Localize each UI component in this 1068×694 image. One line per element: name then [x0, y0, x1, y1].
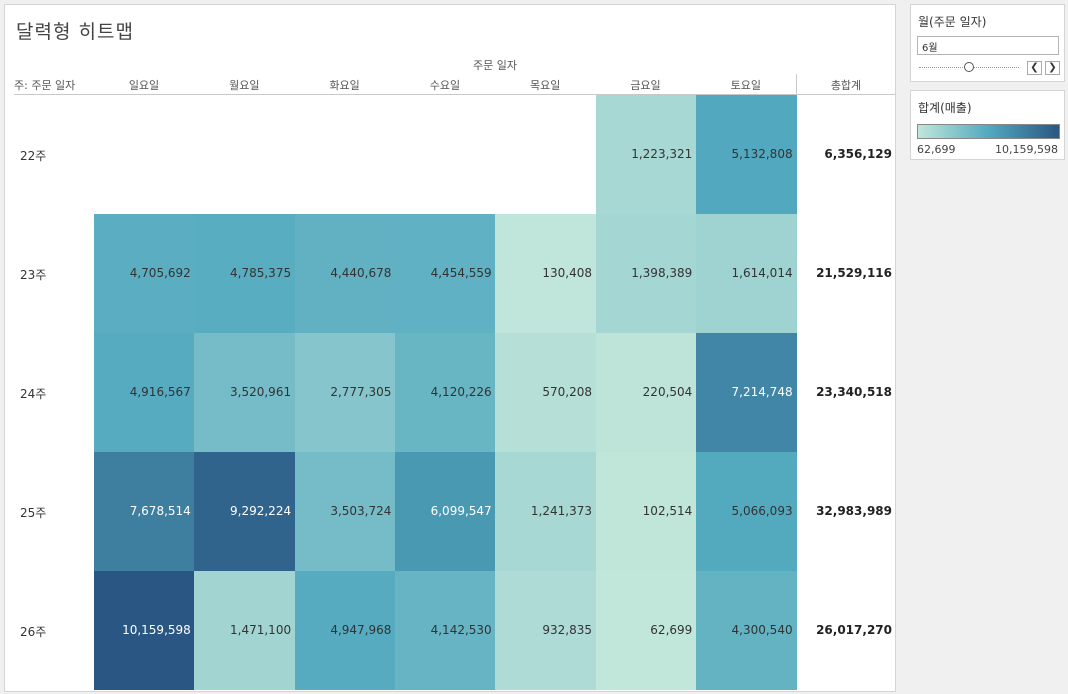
- heatmap-cell[interactable]: 4,440,678: [294, 214, 396, 333]
- cell-value-label: 6,099,547: [430, 504, 492, 518]
- column-header: 일요일: [128, 79, 160, 92]
- heatmap-cell[interactable]: 4,454,559: [394, 214, 496, 333]
- cell-value-label: 4,705,692: [129, 266, 191, 280]
- color-legend-card: 합계(매출) 62,699 10,159,598: [910, 90, 1065, 160]
- chevron-left-icon[interactable]: ❮: [1027, 61, 1042, 75]
- row-label: 23주: [20, 268, 47, 282]
- heatmap-cell[interactable]: 932,835: [495, 571, 596, 690]
- heatmap-cell[interactable]: 7,214,748: [695, 333, 797, 452]
- heatmap-cell[interactable]: 3,503,724: [294, 452, 396, 571]
- row-total-value: 32,983,989: [816, 504, 892, 518]
- heatmap-cell[interactable]: 1,223,321: [595, 95, 697, 214]
- cell-value-label: 4,454,559: [430, 266, 492, 280]
- cell-value-label: 4,440,678: [330, 266, 392, 280]
- heatmap-cell[interactable]: 3,520,961: [194, 333, 296, 452]
- cell-value-label: 3,520,961: [230, 385, 292, 399]
- heatmap-cell[interactable]: 102,514: [595, 452, 697, 571]
- heatmap-cell[interactable]: 4,120,226: [394, 333, 496, 452]
- header-underline: [14, 94, 895, 95]
- heatmap-cell[interactable]: 1,614,014: [695, 214, 797, 333]
- heatmap-grid: 22주 1,223,321 5,132,808 6,356,129 23주 4,705,6…: [5, 5, 895, 691]
- cell-value-label: 5,132,808: [731, 147, 793, 161]
- cell-value-label: 4,300,540: [731, 623, 793, 637]
- cell-value-label: 220,504: [642, 385, 693, 399]
- heatmap-cell[interactable]: 1,471,100: [194, 571, 296, 690]
- heatmap-cell[interactable]: 4,300,540: [695, 571, 797, 690]
- heatmap-cell[interactable]: 7,678,514: [94, 452, 195, 571]
- month-filter-card: 월(주문 일자) 6월 ❮ ❯: [910, 4, 1065, 82]
- cell-value-label: 570,208: [542, 385, 592, 399]
- heatmap-cell[interactable]: 2,777,305: [294, 333, 396, 452]
- row-total-value: 26,017,270: [816, 623, 892, 637]
- cell-value-label: 4,916,567: [129, 385, 191, 399]
- heatmap-cell[interactable]: 5,066,093: [695, 452, 797, 571]
- cell-value-label: 102,514: [642, 504, 693, 518]
- month-filter-input[interactable]: 6월: [917, 36, 1059, 55]
- column-header: 화요일: [329, 79, 360, 92]
- column-header: 목요일: [530, 79, 561, 92]
- column-header: 토요일: [730, 79, 761, 92]
- heatmap-cell[interactable]: 4,705,692: [94, 214, 195, 333]
- row-total-value: 21,529,116: [816, 266, 892, 280]
- heatmap-cell[interactable]: 4,142,530: [394, 571, 496, 690]
- column-header: 수요일: [429, 79, 461, 92]
- legend-title: 합계(매출): [918, 101, 972, 115]
- cell-value-label: 4,947,968: [330, 623, 392, 637]
- row-label: 25주: [20, 506, 47, 520]
- cell-value-label: 2,777,305: [330, 385, 392, 399]
- row-label: 26주: [20, 625, 47, 639]
- row-header: 주: 주문 일자: [14, 79, 76, 92]
- header-divider: [796, 74, 797, 95]
- cell-value-label: 5,066,093: [731, 504, 793, 518]
- cell-value-label: 3,503,724: [330, 504, 392, 518]
- cell-value-label: 62,699: [650, 623, 693, 637]
- legend-gradient-bar: [917, 124, 1060, 139]
- heatmap-cell[interactable]: 62,699: [595, 571, 697, 690]
- filter-title: 월(주문 일자): [918, 15, 987, 29]
- cell-value-label: 4,120,226: [430, 385, 492, 399]
- row-label: 24주: [20, 387, 47, 401]
- chevron-right-icon[interactable]: ❯: [1045, 61, 1060, 75]
- cell-value-label: 130,408: [542, 266, 592, 280]
- cell-value-label: 932,835: [542, 623, 592, 637]
- page-title: 달력형 히트맵: [16, 21, 134, 43]
- legend-min-label: 62,699: [917, 143, 956, 156]
- heatmap-cell[interactable]: 6,099,547: [394, 452, 496, 571]
- row-total-value: 23,340,518: [816, 385, 892, 399]
- cell-value-label: 1,223,321: [631, 147, 693, 161]
- cell-value-label: 7,678,514: [129, 504, 191, 518]
- heatmap-cell[interactable]: 5,132,808: [695, 95, 797, 214]
- legend-max-label: 10,159,598: [995, 143, 1058, 156]
- cell-value-label: 9,292,224: [230, 504, 292, 518]
- cell-value-label: 1,614,014: [731, 266, 793, 280]
- heatmap-cell[interactable]: 1,398,389: [595, 214, 697, 333]
- heatmap-cell[interactable]: 4,947,968: [294, 571, 396, 690]
- column-super-header: 주문 일자: [473, 59, 517, 72]
- cell-value-label: 1,241,373: [530, 504, 592, 518]
- heatmap-cell[interactable]: 220,504: [595, 333, 697, 452]
- heatmap-cell[interactable]: 4,916,567: [94, 333, 195, 452]
- cell-value-label: 4,142,530: [430, 623, 492, 637]
- heatmap-cell[interactable]: 4,785,375: [194, 214, 296, 333]
- cell-value-label: 1,471,100: [230, 623, 292, 637]
- cell-value-label: 7,214,748: [731, 385, 793, 399]
- total-column-header: 총합계: [830, 79, 862, 92]
- heatmap-cell[interactable]: 1,241,373: [495, 452, 596, 571]
- cell-value-label: 4,785,375: [230, 266, 292, 280]
- heatmap-worksheet: 달력형 히트맵 주문 일자 주: 주문 일자 일요일 월요일 화요일 수요일 목요일 금요…: [4, 4, 896, 692]
- heatmap-cell[interactable]: 10,159,598: [94, 571, 195, 690]
- column-header: 월요일: [229, 79, 260, 92]
- heatmap-cell[interactable]: 130,408: [495, 214, 596, 333]
- month-slider-thumb[interactable]: [964, 62, 974, 72]
- heatmap-cell[interactable]: 570,208: [495, 333, 596, 452]
- cell-value-label: 10,159,598: [122, 623, 191, 637]
- column-header: 금요일: [630, 79, 661, 92]
- cell-value-label: 1,398,389: [631, 266, 693, 280]
- row-label: 22주: [20, 149, 47, 163]
- heatmap-cell[interactable]: 9,292,224: [194, 452, 296, 571]
- row-total-value: 6,356,129: [824, 147, 892, 161]
